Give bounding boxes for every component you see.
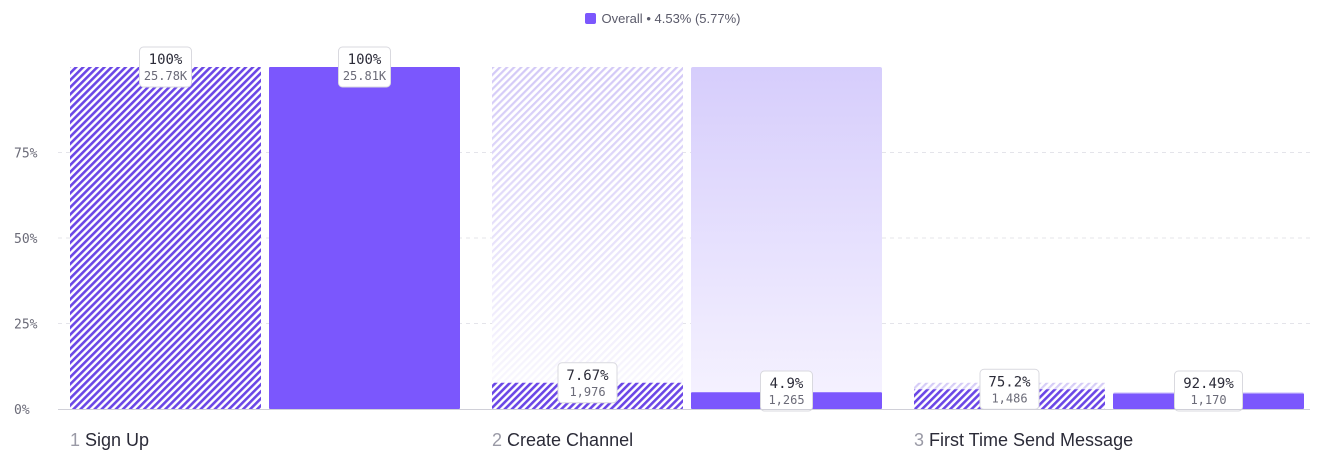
data-label-count: 1,976 — [569, 385, 605, 399]
y-tick-label: 0% — [14, 403, 30, 418]
data-label-percent: 100% — [149, 52, 183, 68]
step-name: First Time Send Message — [929, 430, 1133, 450]
data-label-percent: 100% — [348, 52, 382, 68]
step-number: 3 — [914, 430, 929, 450]
x-category-label: 2 Create Channel — [492, 430, 633, 450]
data-label-count: 1,265 — [768, 393, 804, 407]
step-number: 1 — [70, 430, 85, 450]
legend-summary: • 4.53% (5.77%) — [646, 11, 741, 26]
x-category-label: 3 First Time Send Message — [914, 430, 1133, 450]
legend-swatch — [584, 13, 596, 24]
data-label-percent: 7.67% — [566, 368, 609, 384]
data-label-count: 1,170 — [1190, 393, 1226, 407]
ghost-bar — [691, 67, 882, 409]
data-label-percent: 92.49% — [1183, 376, 1234, 392]
y-tick-label: 75% — [14, 147, 38, 162]
data-label-percent: 75.2% — [988, 374, 1031, 390]
data-label-count: 1,486 — [991, 391, 1027, 405]
step-number: 2 — [492, 430, 507, 450]
y-tick-label: 25% — [14, 318, 38, 333]
data-label-count: 25.78K — [144, 69, 188, 83]
legend-series-name: Overall — [601, 11, 643, 26]
ghost-bar-fade — [492, 67, 683, 409]
data-label-box — [1174, 370, 1243, 412]
bar-sign-up-solid[interactable] — [269, 67, 460, 409]
x-category-label: 1 Sign Up — [70, 430, 149, 450]
data-label-box — [557, 362, 618, 404]
step-name: Create Channel — [507, 430, 633, 450]
step-name: Sign Up — [85, 430, 149, 450]
data-label-percent: 4.9% — [770, 376, 804, 392]
y-tick-label: 50% — [14, 232, 38, 247]
bar-sign-up-hatched[interactable] — [70, 67, 261, 409]
data-label-box — [338, 46, 391, 88]
chart-legend[interactable]: Overall • 4.53% (5.77%) — [0, 11, 1325, 26]
data-label-box — [760, 370, 813, 412]
data-label-box — [139, 46, 192, 88]
data-label-count: 25.81K — [343, 69, 387, 83]
